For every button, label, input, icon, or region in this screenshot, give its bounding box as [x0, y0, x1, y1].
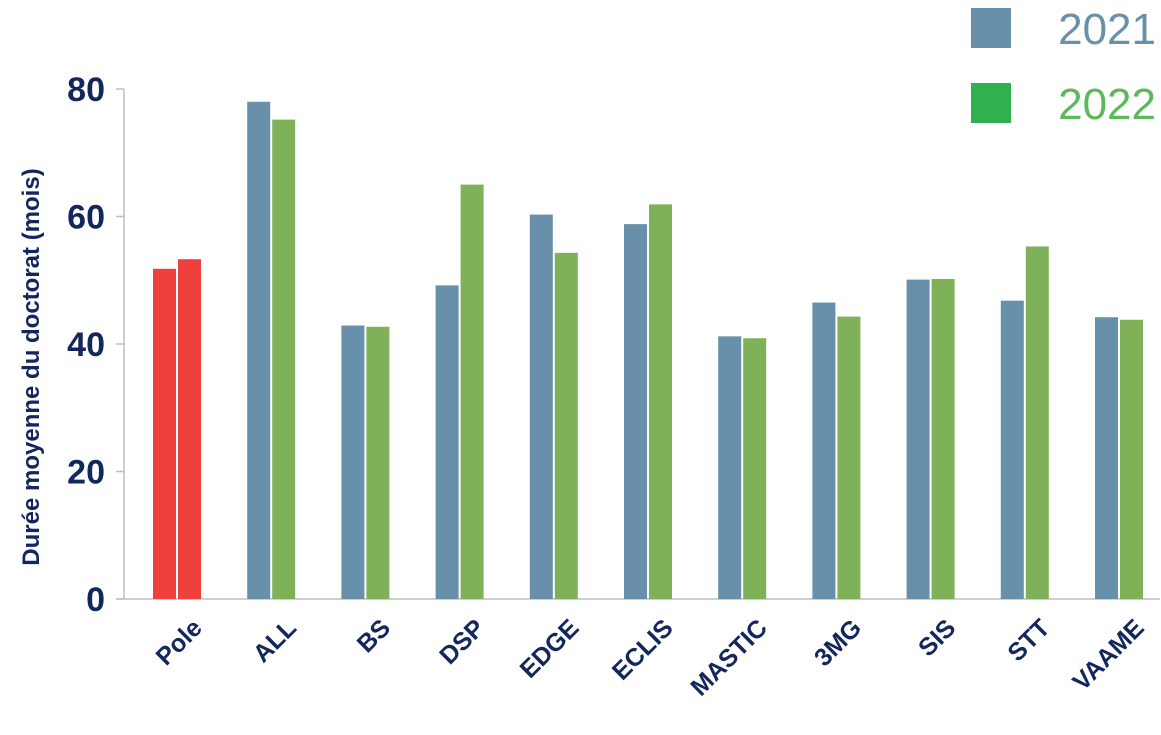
- legend-swatch-2021: [971, 8, 1011, 48]
- bar-dsp-2022: [460, 184, 484, 599]
- bar-all-2022: [272, 119, 296, 599]
- bar-edge-2021: [529, 214, 553, 599]
- bar-dsp-2021: [435, 285, 459, 599]
- category-label-sis: SIS: [913, 614, 961, 662]
- y-tick-label: 40: [67, 326, 105, 364]
- bars: [153, 101, 1143, 599]
- category-label-vaame: VAAME: [1067, 614, 1149, 696]
- bar-3mg-2021: [812, 302, 836, 599]
- bar-sis-2022: [931, 278, 955, 599]
- category-label-eclis: ECLIS: [607, 614, 679, 686]
- category-label-dsp: DSP: [434, 614, 490, 670]
- bar-3mg-2022: [837, 316, 861, 599]
- bar-bs-2021: [341, 325, 365, 599]
- y-tick-label: 60: [67, 199, 105, 237]
- category-label-stt: STT: [1002, 614, 1055, 667]
- category-label-bs: BS: [352, 614, 396, 658]
- category-label-pole: Pole: [151, 614, 208, 671]
- bar-vaame-2021: [1095, 317, 1118, 599]
- category-label-3mg: 3MG: [809, 614, 867, 672]
- y-axis-title-group: Durée moyenne du doctorat (mois): [18, 168, 45, 565]
- bar-pole-2021: [153, 268, 176, 599]
- category-label-all: ALL: [248, 614, 302, 668]
- bar-eclis-2022: [649, 204, 672, 599]
- bar-bs-2022: [366, 326, 390, 599]
- bar-pole-2022: [178, 259, 201, 599]
- y-axis-title: Durée moyenne du doctorat (mois): [18, 168, 45, 565]
- y-tick-label: 80: [67, 71, 105, 109]
- y-tick-label: 20: [67, 454, 105, 492]
- legend-label-2022: 2022: [1058, 80, 1156, 129]
- bar-mastic-2022: [743, 338, 767, 599]
- category-label-edge: EDGE: [515, 614, 585, 684]
- category-label-mastic: MASTIC: [685, 614, 773, 702]
- bar-sis-2021: [906, 279, 930, 599]
- y-ticks: 0 20 40 60 80: [67, 71, 124, 619]
- bar-vaame-2022: [1120, 319, 1143, 599]
- category-labels: Pole ALL BS DSP EDGE ECLIS MASTIC 3MG SIS STT VAAM…: [151, 614, 1150, 702]
- bar-stt-2022: [1025, 246, 1049, 599]
- bar-stt-2021: [1000, 300, 1024, 599]
- bar-all-2021: [247, 101, 271, 599]
- legend: 2021 2022: [971, 5, 1156, 129]
- y-tick-label: 0: [86, 581, 105, 619]
- bar-edge-2022: [554, 252, 578, 599]
- legend-label-2021: 2021: [1058, 5, 1156, 54]
- bar-eclis-2021: [624, 224, 647, 599]
- bar-mastic-2021: [718, 336, 742, 599]
- legend-swatch-2022: [971, 83, 1011, 123]
